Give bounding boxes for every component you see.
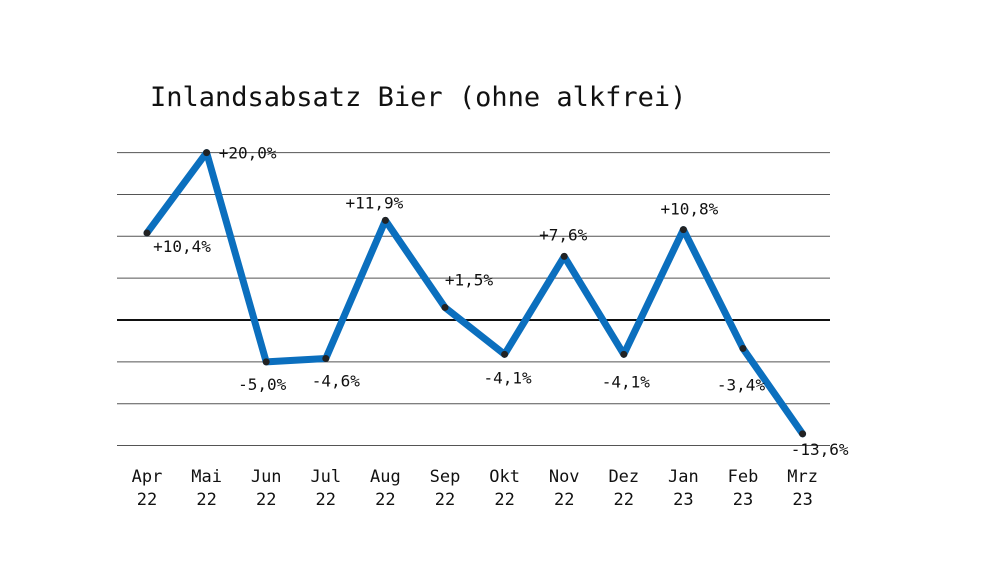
x-tick-label: Jun: [251, 467, 282, 487]
data-label: -4,6%: [312, 372, 361, 391]
x-tick-label: Aug: [370, 467, 401, 487]
x-tick-year: 22: [375, 490, 395, 510]
x-tick-year: 22: [137, 490, 157, 510]
x-tick-label: Mrz: [787, 467, 818, 487]
x-tick-label: Mai: [191, 467, 222, 487]
x-tick-year: 22: [256, 490, 276, 510]
x-tick-year: 23: [792, 490, 812, 510]
x-tick-year: 22: [196, 490, 216, 510]
data-label: +20,0%: [219, 144, 277, 163]
data-points: [143, 149, 807, 438]
x-tick-label: Okt: [489, 467, 520, 487]
data-point: [679, 226, 687, 234]
gridlines: [117, 152, 830, 447]
data-label: +7,6%: [539, 225, 588, 244]
data-label: -3,4%: [717, 375, 766, 394]
data-point: [262, 358, 270, 366]
data-point: [322, 355, 330, 363]
data-point: [799, 430, 807, 438]
data-point: [501, 350, 509, 358]
data-label: +10,4%: [153, 237, 211, 256]
x-tick-label: Jan: [668, 467, 699, 487]
x-tick-year: 22: [554, 490, 574, 510]
x-tick-label: Jul: [310, 467, 341, 487]
data-point: [143, 229, 151, 237]
data-point: [381, 216, 389, 224]
data-point: [203, 149, 211, 157]
x-tick-label: Dez: [608, 467, 639, 487]
x-axis-ticks: Apr 22 Mai 22 Jun 22 Jul 22 Aug 22 Sep 22 Okt 22 Nov 22…: [132, 467, 818, 510]
x-tick-label: Nov: [549, 467, 580, 487]
x-tick-year: 22: [614, 490, 634, 510]
data-point: [560, 252, 568, 260]
x-tick-label: Feb: [728, 467, 759, 487]
data-label: +10,8%: [661, 200, 719, 219]
data-label: -5,0%: [238, 375, 287, 394]
data-label: +11,9%: [346, 193, 404, 212]
data-labels: +10,4% +20,0% -5,0% -4,6% +11,9% +1,5% -4,1% +7…: [153, 144, 849, 459]
x-tick-year: 22: [316, 490, 336, 510]
data-point: [739, 344, 747, 352]
data-point: [620, 350, 628, 358]
data-label: -4,1%: [484, 368, 533, 387]
data-point: [441, 303, 449, 311]
x-tick-year: 22: [494, 490, 514, 510]
x-tick-year: 23: [673, 490, 693, 510]
x-tick-year: 23: [733, 490, 753, 510]
chart-title: Inlandsabsatz Bier (ohne alkfrei): [150, 82, 686, 113]
data-label: -13,6%: [791, 440, 849, 459]
x-tick-label: Apr: [132, 467, 163, 487]
x-tick-year: 22: [435, 490, 455, 510]
series-line: [143, 149, 807, 438]
x-tick-label: Sep: [430, 467, 461, 487]
data-label: -4,1%: [602, 372, 651, 391]
data-label: +1,5%: [445, 270, 494, 289]
series-line-path: [143, 149, 807, 438]
